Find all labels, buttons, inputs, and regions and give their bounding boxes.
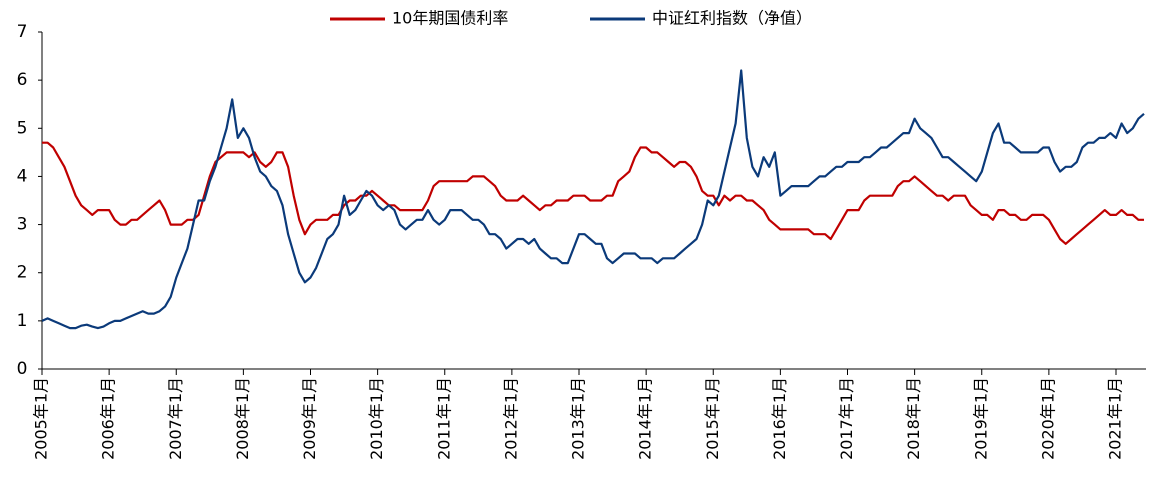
x-tick-label: 2019年1月 [971, 377, 990, 460]
x-tick-label: 2008年1月 [233, 377, 252, 460]
x-tick-label: 2018年1月 [904, 377, 923, 460]
x-tick-label: 2015年1月 [703, 377, 722, 460]
legend-label: 中证红利指数（净值） [652, 9, 812, 28]
x-tick-label: 2010年1月 [367, 377, 386, 460]
x-tick-label: 2014年1月 [636, 377, 655, 460]
series-line [41, 69, 1145, 330]
y-tick-label: 3 [17, 215, 28, 235]
x-tick-label: 2005年1月 [32, 377, 51, 460]
x-tick-label: 2006年1月 [99, 377, 118, 460]
x-tick-label: 2011年1月 [434, 377, 453, 460]
y-tick-label: 2 [17, 263, 28, 283]
x-tick-label: 2007年1月 [166, 377, 185, 460]
x-tick-label: 2016年1月 [770, 377, 789, 460]
x-tick-label: 2009年1月 [300, 377, 319, 460]
y-tick-label: 6 [17, 70, 28, 90]
y-tick-label: 0 [17, 359, 28, 379]
y-tick-label: 5 [17, 118, 28, 138]
y-tick-label: 1 [17, 311, 28, 331]
x-tick-label: 2013年1月 [569, 377, 588, 460]
x-tick-label: 2020年1月 [1038, 377, 1057, 460]
x-tick-label: 2021年1月 [1106, 377, 1125, 460]
series-line [42, 141, 1144, 245]
y-tick-label: 7 [17, 22, 28, 42]
x-tick-label: 2017年1月 [837, 377, 856, 460]
y-tick-label: 4 [17, 166, 28, 186]
legend-label: 10年期国债利率 [392, 9, 508, 28]
x-tick-label: 2012年1月 [501, 377, 520, 460]
